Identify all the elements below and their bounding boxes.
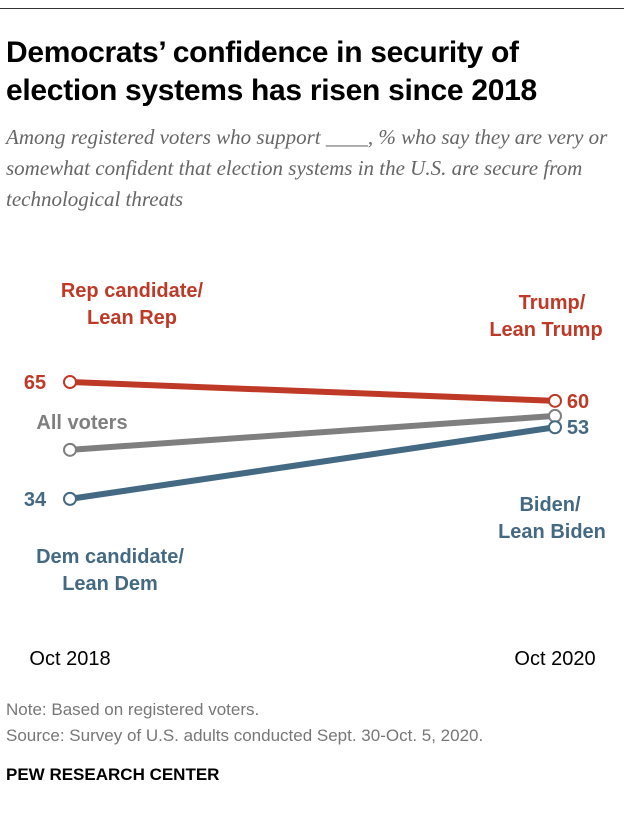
dem-start-label-2: Lean Dem	[62, 573, 158, 595]
data-label: 65	[24, 372, 46, 394]
series-line-2	[69, 424, 556, 502]
data-label: 60	[567, 391, 589, 413]
data-point	[63, 375, 77, 389]
chart-subtitle: Among registered voters who support ____…	[6, 125, 608, 211]
x-tick-label: Oct 2018	[29, 648, 110, 670]
data-label: 53	[567, 417, 589, 439]
dem-end-label-2: Lean Biden	[498, 521, 606, 543]
rep-start-label-2: Lean Rep	[87, 307, 177, 329]
note: Note: Based on registered voters.	[6, 700, 260, 719]
rep-start-label-1: Rep candidate/	[61, 280, 204, 302]
dem-start-label-1: Dem candidate/	[36, 546, 184, 568]
data-point	[63, 491, 77, 506]
series-line-0	[69, 379, 556, 404]
x-tick-label: Oct 2020	[514, 648, 595, 670]
chart-title: Democrats’ confidence in security of ele…	[6, 36, 537, 107]
rep-end-label-1: Trump/	[519, 292, 586, 314]
data-point	[548, 420, 562, 435]
all-voters-label: All voters	[36, 412, 127, 434]
brand: PEW RESEARCH CENTER	[6, 765, 220, 784]
source: Source: Survey of U.S. adults conducted …	[6, 726, 484, 745]
top-rule	[0, 8, 624, 9]
dem-end-label-1: Biden/	[519, 494, 581, 516]
data-point	[548, 408, 562, 423]
series-line-1	[69, 412, 556, 453]
data-label: 34	[24, 489, 47, 511]
data-point	[63, 442, 77, 457]
data-point	[548, 393, 562, 408]
rep-end-label-2: Lean Trump	[489, 319, 602, 341]
